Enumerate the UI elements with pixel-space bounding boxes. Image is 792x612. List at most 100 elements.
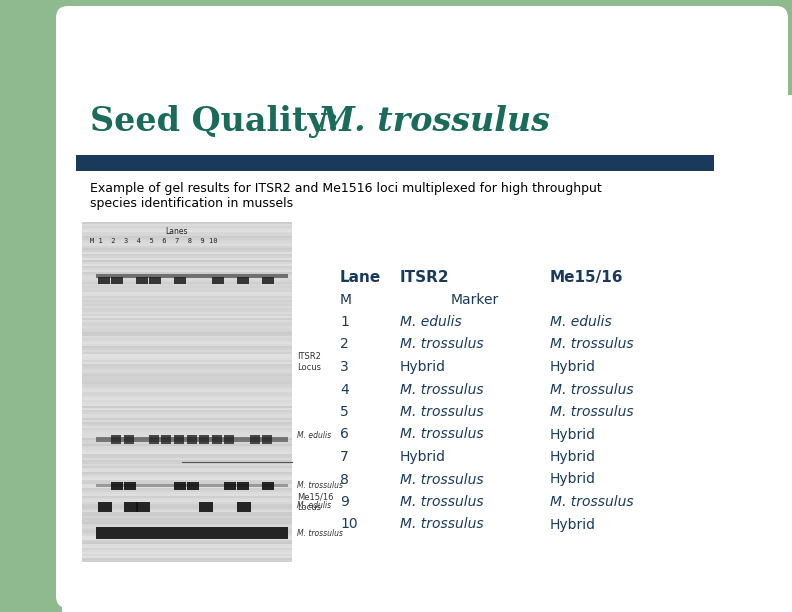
Text: Lanes: Lanes (166, 227, 188, 236)
Bar (82, 448, 292, 450)
Bar (82, 236, 292, 238)
Bar (82, 352, 292, 354)
Bar (82, 240, 292, 242)
Bar (82, 498, 292, 500)
Bar (82, 408, 292, 410)
Bar (82, 332, 292, 334)
Bar (82, 492, 292, 494)
Text: 2: 2 (340, 337, 348, 351)
Bar (82, 362, 292, 364)
Bar (82, 432, 292, 434)
Bar (82, 350, 292, 352)
Bar (82, 368, 292, 370)
Bar (82, 338, 292, 340)
Bar (82, 470, 292, 472)
Bar (82, 558, 292, 560)
Bar (82, 226, 292, 228)
Bar (82, 420, 292, 422)
Text: M. trossulus: M. trossulus (297, 529, 343, 537)
Bar (262, 435, 272, 444)
Bar (82, 478, 292, 480)
Bar (82, 502, 292, 504)
Text: M. trossulus: M. trossulus (400, 405, 484, 419)
Bar (82, 308, 292, 310)
Text: Seed Quality:: Seed Quality: (90, 105, 351, 138)
Bar (82, 430, 292, 432)
Bar (82, 506, 292, 508)
Text: M. trossulus: M. trossulus (550, 495, 634, 509)
Bar (82, 472, 292, 474)
Bar (82, 266, 292, 268)
Bar (111, 435, 121, 444)
Bar (82, 360, 292, 362)
Bar (82, 542, 292, 544)
Bar (82, 314, 292, 316)
Bar (82, 452, 292, 454)
Bar (82, 322, 292, 324)
Bar (82, 516, 292, 518)
Bar (82, 534, 292, 536)
Bar (82, 456, 292, 458)
Bar (82, 520, 292, 522)
Bar (82, 552, 292, 554)
Bar (96, 527, 288, 539)
Text: M 1  2  3  4  5  6  7  8  9 10: M 1 2 3 4 5 6 7 8 9 10 (90, 238, 218, 244)
Bar (82, 376, 292, 378)
Bar (82, 296, 292, 298)
Bar (82, 260, 292, 262)
Bar (82, 346, 292, 348)
Bar (82, 466, 292, 468)
Bar (82, 288, 292, 290)
Bar (82, 528, 292, 530)
Text: Example of gel results for ITSR2 and Me1516 loci multiplexed for high throughput: Example of gel results for ITSR2 and Me1… (90, 182, 602, 195)
Bar (237, 502, 251, 512)
Bar (250, 435, 260, 444)
Text: Me15/16: Me15/16 (550, 270, 623, 285)
Bar (82, 462, 292, 464)
Bar (187, 435, 197, 444)
Bar (82, 434, 292, 436)
Bar (82, 272, 292, 274)
Bar (82, 510, 292, 512)
Bar (82, 402, 292, 404)
Bar (82, 476, 292, 478)
Bar (262, 277, 274, 284)
Bar (82, 424, 292, 426)
Bar (82, 486, 292, 488)
Bar (82, 410, 292, 412)
Bar (82, 258, 292, 260)
Bar (82, 426, 292, 428)
Bar (111, 277, 123, 284)
Bar (82, 398, 292, 400)
Bar (174, 435, 184, 444)
Bar (82, 326, 292, 328)
Bar (82, 344, 292, 346)
Text: Hybrid: Hybrid (400, 450, 446, 464)
Bar (82, 484, 292, 486)
Text: ITSR2: ITSR2 (400, 270, 450, 285)
Text: M. trossulus: M. trossulus (550, 382, 634, 397)
Bar (82, 320, 292, 322)
Bar (82, 372, 292, 374)
Text: Lane: Lane (340, 270, 381, 285)
Text: Me15/16: Me15/16 (297, 492, 333, 501)
Bar (82, 380, 292, 382)
Bar (82, 366, 292, 368)
Bar (82, 530, 292, 532)
Bar (82, 482, 292, 484)
Text: Hybrid: Hybrid (400, 360, 446, 374)
Bar (82, 396, 292, 398)
Bar (82, 280, 292, 282)
Bar (82, 416, 292, 418)
Bar (82, 270, 292, 272)
Bar (82, 450, 292, 452)
Text: 8: 8 (340, 472, 348, 487)
Bar (82, 394, 292, 396)
Text: M. edulis: M. edulis (550, 315, 611, 329)
Bar (82, 358, 292, 360)
Text: Hybrid: Hybrid (550, 472, 596, 487)
Bar (82, 284, 292, 286)
Bar (82, 356, 292, 358)
Bar (82, 536, 292, 538)
Text: 1: 1 (340, 315, 348, 329)
